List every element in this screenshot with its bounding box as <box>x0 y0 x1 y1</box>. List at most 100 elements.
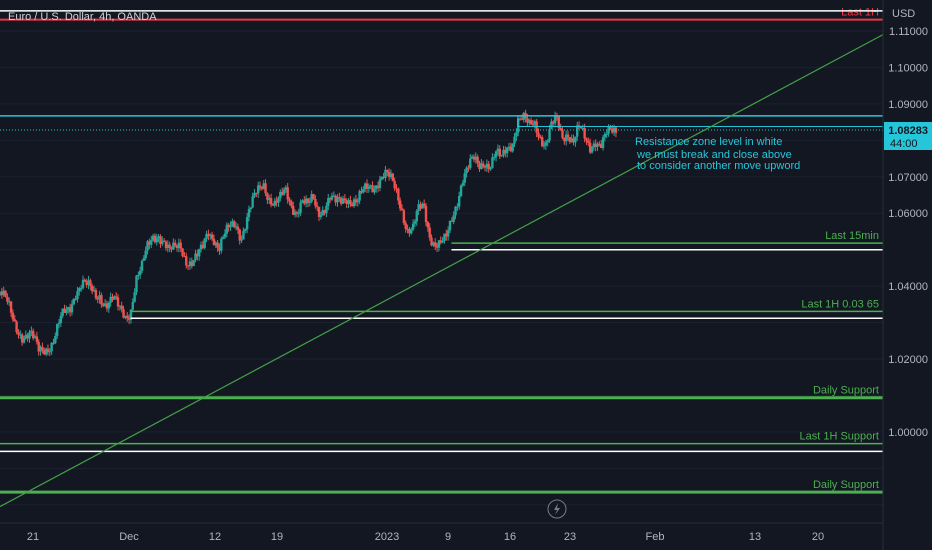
candle-body <box>268 198 271 200</box>
candle-body <box>118 305 122 307</box>
candle-body <box>386 169 389 172</box>
candle-body <box>304 198 308 204</box>
candle-body <box>48 351 51 353</box>
candle-body <box>572 138 575 143</box>
candle-body <box>373 188 376 193</box>
candle-body <box>421 203 424 209</box>
time-axis[interactable]: 21 Dec 12 19 2023 9 16 23 Feb 13 20 <box>0 522 883 543</box>
candle-body <box>483 166 487 168</box>
candle-body <box>343 198 347 201</box>
time-tick-label: 16 <box>504 531 516 543</box>
lightning-icon[interactable] <box>547 499 567 519</box>
candle-body <box>505 147 509 154</box>
candle-body <box>469 158 472 168</box>
candle-body <box>452 215 455 222</box>
candle-body <box>441 240 444 243</box>
candle-body <box>424 205 428 223</box>
candle-body <box>279 191 282 199</box>
candle-body <box>513 136 516 144</box>
candle-body <box>89 280 92 287</box>
time-tick-label: 21 <box>27 531 39 543</box>
candle-body <box>437 240 441 248</box>
candle-body <box>432 242 435 246</box>
candle-body <box>450 220 454 222</box>
candle-body <box>201 244 205 249</box>
candle-body <box>308 201 312 203</box>
candle-body <box>85 281 88 285</box>
candle-body <box>102 304 105 306</box>
candle-body <box>98 295 101 300</box>
candle-body <box>328 198 332 200</box>
candle-body <box>327 198 330 206</box>
price-axis[interactable]: USD 1.11000 1.10000 1.09000 1.07000 1.06000 1… <box>882 0 932 550</box>
candle-body <box>109 296 112 303</box>
resistance-note: Resistance zone level in white we must b… <box>635 136 800 172</box>
candle-body <box>321 210 324 216</box>
candle-body <box>17 332 20 335</box>
time-tick-label: 20 <box>812 531 824 543</box>
symbol-title[interactable]: Euro / U.S. Dollar, 4h, OANDA <box>8 11 157 23</box>
candle-body <box>209 234 212 236</box>
candle-body <box>389 173 393 177</box>
candle-body <box>537 132 540 137</box>
candle-body <box>292 206 295 215</box>
candle-body <box>229 225 232 228</box>
candle-body <box>426 222 430 228</box>
currency-label: USD <box>892 8 915 20</box>
candle-body <box>474 156 478 160</box>
candle-body <box>210 234 214 239</box>
candle-body <box>240 239 243 241</box>
candle-body <box>360 190 363 193</box>
candle-body <box>588 142 592 153</box>
price-tick-label: 1.11000 <box>889 26 928 38</box>
candle-body <box>114 296 118 298</box>
candle-body <box>179 242 182 249</box>
candle-body <box>349 200 352 205</box>
candle-body <box>251 196 254 208</box>
candle-body <box>24 334 28 339</box>
candle-body <box>480 163 483 169</box>
candle-body <box>430 237 433 246</box>
candle-body <box>15 321 18 333</box>
candle-body <box>446 230 450 237</box>
candle-body <box>70 304 74 313</box>
candle-body <box>540 137 544 147</box>
candle-body <box>574 136 577 143</box>
candle-body <box>354 199 358 203</box>
candle-body <box>280 191 284 195</box>
candle-body <box>594 143 597 147</box>
note-line-3: to consider another move upword <box>637 160 800 172</box>
candle-body <box>67 307 70 310</box>
candle-body <box>548 129 551 141</box>
candle-body <box>434 242 437 247</box>
candle-body <box>439 240 442 243</box>
price-tick-label: 1.07000 <box>888 172 928 184</box>
candle-body <box>463 173 466 183</box>
candle-body <box>199 244 203 250</box>
candle-body <box>566 134 570 138</box>
candle-body <box>552 121 555 124</box>
candle-body <box>59 315 63 323</box>
candle-body <box>458 195 461 207</box>
level-label-5: Last 1H 0.03 65 <box>801 298 879 310</box>
candle-body <box>520 118 524 120</box>
candle-body <box>150 240 153 245</box>
candle-body <box>173 242 177 246</box>
candle-body <box>50 342 53 352</box>
candle-body <box>334 195 337 203</box>
candle-body <box>395 188 398 190</box>
candle-body <box>336 197 339 203</box>
candle-body <box>563 137 566 142</box>
candle-body <box>262 183 265 189</box>
candle-body <box>515 132 518 137</box>
time-tick-label: 19 <box>271 531 283 543</box>
candle-body <box>428 227 431 238</box>
candle-body <box>6 296 9 302</box>
candle-body <box>26 334 29 339</box>
candle-body <box>476 156 479 163</box>
candle-body <box>570 138 573 143</box>
candle-body <box>113 296 116 300</box>
candle-body <box>205 233 208 239</box>
candle-body <box>172 242 175 250</box>
